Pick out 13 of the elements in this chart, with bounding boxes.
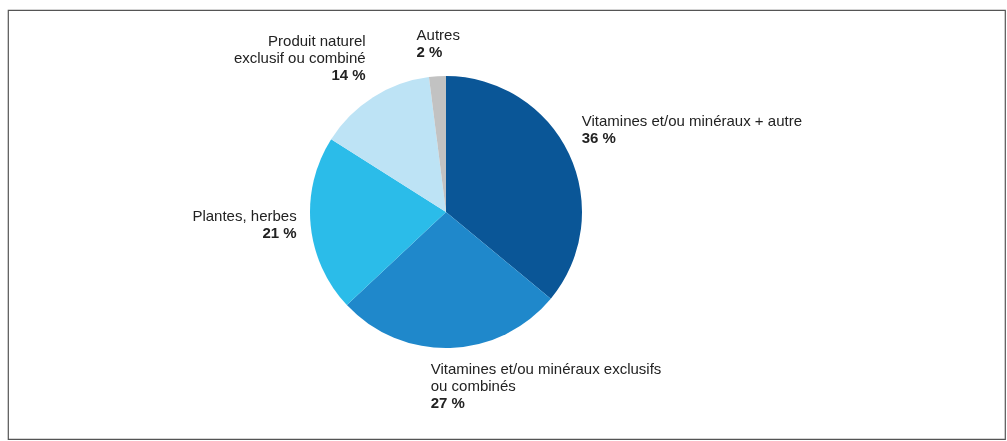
- data-label: 36 %: [581, 129, 616, 147]
- slice-label: Autres: [416, 26, 460, 44]
- slice-label: Plantes, herbes: [192, 207, 297, 225]
- slice-label: Vitamines et/ou minéraux + autre: [581, 112, 802, 130]
- slice-label: Produit naturel exclusif ou combiné: [233, 32, 366, 67]
- pie-slice: [346, 212, 551, 348]
- pie-slice: [310, 139, 446, 306]
- data-label: 21 %: [262, 224, 297, 242]
- slice-label: Vitamines et/ou minéraux exclusifs ou combinés: [430, 359, 662, 394]
- data-label: 27 %: [430, 393, 465, 411]
- data-label: 14 %: [331, 66, 366, 84]
- data-label: 2 %: [416, 43, 443, 61]
- pie-slice: [446, 76, 582, 299]
